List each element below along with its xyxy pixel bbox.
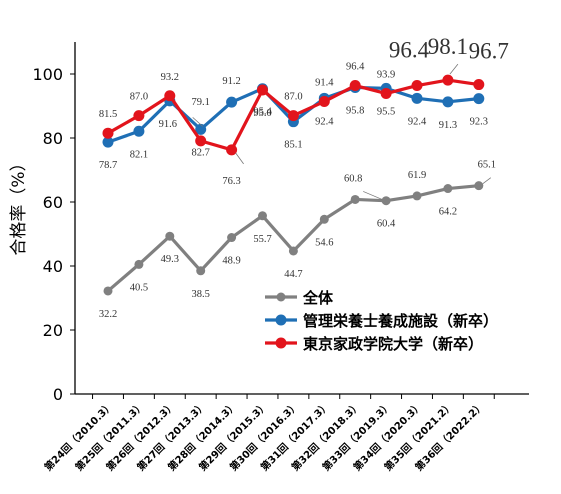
legend-entry: 管理栄養士養成施設（新卒） — [303, 312, 498, 330]
data-point — [257, 84, 268, 96]
data-point — [133, 125, 145, 137]
data-point — [133, 110, 145, 122]
data-point — [350, 194, 360, 204]
data-label: 93.2 — [161, 72, 179, 83]
data-label: 60.8 — [344, 173, 362, 184]
data-point — [288, 246, 298, 256]
data-label: 54.6 — [315, 237, 333, 248]
y-tick-label: 40 — [43, 257, 63, 276]
data-point — [474, 181, 484, 191]
data-point — [443, 184, 453, 194]
data-point — [258, 211, 267, 221]
leader-line — [235, 152, 244, 165]
data-label: 87.0 — [130, 92, 148, 103]
data-label: 98.1 — [428, 34, 468, 59]
data-label: 96.7 — [469, 39, 509, 64]
data-label: 91.4 — [315, 78, 334, 89]
data-label: 55.7 — [253, 234, 271, 245]
data-label: 40.5 — [130, 282, 148, 293]
y-tick-label: 60 — [43, 193, 63, 212]
data-label: 92.3 — [470, 117, 488, 128]
data-label: 96.4 — [346, 62, 365, 73]
data-point — [318, 96, 330, 108]
y-axis-label: 合格率（%） — [9, 154, 29, 255]
data-point — [411, 80, 423, 92]
data-label: 61.9 — [408, 170, 426, 181]
data-label: 76.3 — [222, 176, 240, 187]
data-point — [195, 135, 207, 147]
data-point — [226, 96, 238, 108]
legend-swatch-marker — [275, 314, 287, 326]
data-label: 91.2 — [222, 76, 240, 87]
data-label: 81.5 — [99, 109, 117, 120]
data-label: 64.2 — [439, 207, 457, 218]
data-label: 95.0 — [253, 108, 271, 119]
data-label: 91.3 — [439, 120, 457, 131]
data-label: 44.7 — [284, 269, 302, 280]
data-label: 93.9 — [377, 70, 395, 81]
data-point — [227, 233, 237, 243]
data-point — [134, 259, 144, 269]
data-point — [381, 196, 391, 206]
data-label: 65.1 — [478, 160, 496, 171]
data-label: 95.4 — [253, 107, 272, 118]
data-point — [319, 214, 329, 224]
data-point — [103, 286, 113, 296]
legend-entry: 東京家政学院大学（新卒） — [303, 335, 483, 353]
data-point — [412, 191, 422, 201]
data-label: 78.7 — [99, 160, 117, 171]
data-label: 95.8 — [346, 105, 364, 116]
data-label: 48.9 — [222, 256, 240, 267]
data-point — [102, 127, 114, 139]
data-point — [442, 96, 454, 108]
y-axis-title: 合格率（%） — [9, 154, 29, 255]
data-label: 87.0 — [284, 92, 302, 103]
data-point — [349, 80, 361, 92]
data-point — [287, 110, 299, 122]
legend-swatch-marker — [275, 337, 287, 349]
y-tick-label: 0 — [53, 385, 63, 404]
legend-entry: 全体 — [302, 289, 334, 307]
data-label: 32.2 — [99, 309, 117, 320]
leader-line — [363, 191, 383, 200]
data-label: 92.4 — [408, 116, 427, 127]
data-point — [226, 144, 238, 156]
data-point — [473, 79, 485, 91]
data-point — [195, 123, 207, 135]
data-label: 49.3 — [161, 254, 179, 265]
data-point — [380, 88, 392, 100]
leader-line — [482, 177, 492, 184]
y-tick-label: 100 — [32, 65, 63, 84]
series-lines — [102, 74, 485, 296]
data-label: 92.4 — [315, 116, 334, 127]
data-point — [164, 90, 176, 102]
data-point — [442, 74, 454, 86]
data-label: 82.1 — [130, 149, 148, 160]
data-label: 91.6 — [159, 119, 177, 130]
data-point — [165, 231, 175, 241]
data-label: 95.5 — [377, 106, 395, 117]
data-labels: 32.2 40.5 49.3 38.5 48.9 55.7 44.7 54.6 60.8 60.4… — [99, 34, 509, 320]
data-point — [411, 92, 423, 104]
legend-swatch-marker — [276, 292, 286, 302]
axes — [70, 42, 529, 399]
data-label: 60.4 — [377, 219, 396, 230]
x-tick-labels: 第24回（2010.3）第25回（2011.3）第26回（2012.3）第27回… — [42, 399, 487, 474]
data-point — [196, 266, 206, 276]
y-tick-label: 80 — [43, 129, 63, 148]
data-label: 38.5 — [192, 289, 210, 300]
data-point — [102, 136, 114, 148]
data-label: 79.1 — [192, 97, 210, 108]
data-label: 96.4 — [389, 38, 430, 63]
y-tick-label: 20 — [43, 321, 63, 340]
leader-line — [192, 117, 203, 127]
data-label: 82.7 — [192, 147, 210, 158]
data-point — [473, 93, 485, 105]
y-tick-labels: 0 20 40 60 80 100 — [32, 65, 63, 404]
leader-line — [449, 63, 459, 75]
data-label: 85.1 — [284, 140, 302, 151]
